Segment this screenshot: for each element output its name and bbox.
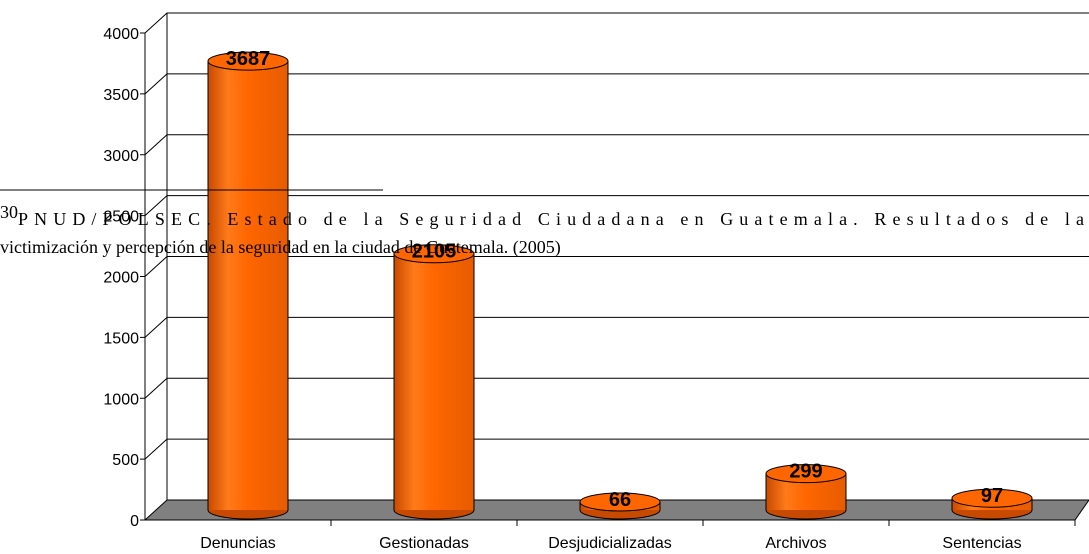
y-tick-label: 4000 — [103, 26, 139, 43]
value-label: 97 — [981, 485, 1003, 507]
value-label: 3687 — [226, 48, 271, 70]
grid-line — [144, 377, 1089, 399]
y-tick-label: 500 — [112, 452, 139, 469]
value-label: 2105 — [412, 241, 457, 263]
footnote-line: PNUD/POLSEC. Estado de la Seguridad Ciud… — [18, 209, 1084, 229]
y-tick-label: 2500 — [103, 209, 139, 226]
bar — [208, 61, 288, 510]
value-label: 299 — [789, 461, 822, 483]
x-tick-label: Denuncias — [200, 535, 276, 552]
grid-line — [144, 256, 1089, 277]
x-tick-label: Sentencias — [942, 535, 1021, 552]
footnote-number: 30 — [0, 202, 18, 222]
y-tick-label: 3500 — [103, 87, 139, 104]
bar-top — [579, 492, 661, 512]
y-tick-label: 2000 — [103, 270, 139, 287]
footnote-line: victimización y percepción de la segurid… — [0, 237, 561, 258]
x-tick-label: Archivos — [765, 535, 826, 552]
grid-line — [144, 73, 1089, 95]
x-tick-label: Gestionadas — [379, 535, 469, 552]
y-tick-label: 3000 — [103, 148, 139, 165]
bar-top — [393, 244, 475, 264]
y-tick-label: 0 — [130, 513, 139, 530]
plot: 0 500 1000 1500 2000 2500 3000 3500 4000 Denuncia… — [103, 12, 1089, 552]
bar-top — [207, 51, 289, 71]
grid-line — [144, 195, 1089, 216]
bar-top — [951, 488, 1033, 508]
grid-line — [144, 134, 1089, 156]
bar — [394, 253, 474, 510]
value-label: 66 — [609, 489, 631, 511]
x-tick-label: Desjudicializadas — [548, 535, 672, 552]
grid-line — [144, 12, 1089, 34]
bar-top — [765, 464, 847, 484]
y-tick-label: 1500 — [103, 330, 139, 347]
grid-line — [144, 316, 1089, 338]
grid-line — [144, 438, 1089, 460]
y-tick-label: 1000 — [103, 391, 139, 408]
